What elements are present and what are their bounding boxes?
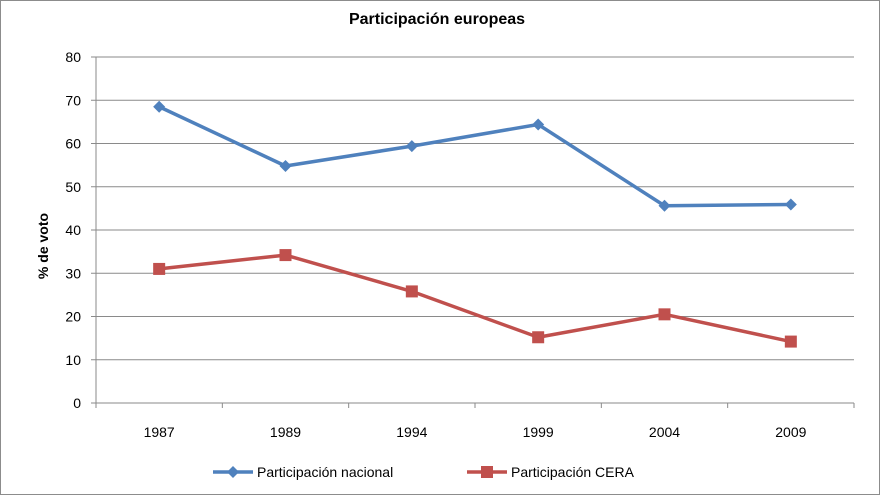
- legend: Participación nacional Participación CERA: [213, 464, 635, 480]
- series-layer: [153, 100, 797, 348]
- y-axis-label: % de voto: [35, 213, 51, 279]
- y-tick-label: 60: [65, 136, 81, 152]
- x-tick-label: 2004: [649, 424, 680, 440]
- legend-label: Participación CERA: [511, 464, 635, 480]
- series-line: [158, 105, 791, 208]
- series-participacion-nacional: [153, 100, 797, 212]
- y-tick-label: 40: [65, 222, 81, 238]
- x-tick-label: 2009: [775, 424, 806, 440]
- y-tick-label: 80: [65, 49, 81, 65]
- data-point-marker: [658, 199, 671, 212]
- y-tick-label: 30: [65, 265, 81, 281]
- chart-title: Participación europeas: [349, 11, 525, 28]
- x-tick-label: 1987: [144, 424, 175, 440]
- y-tick-label: 20: [65, 309, 81, 325]
- y-tick-label: 70: [65, 92, 81, 108]
- series-line: [158, 253, 792, 344]
- x-tick-label: 1999: [523, 424, 554, 440]
- data-point-marker: [784, 198, 797, 211]
- legend-marker: [227, 466, 239, 478]
- data-point-marker: [784, 335, 797, 348]
- legend-label: Participación nacional: [257, 464, 393, 480]
- y-tick-label: 0: [73, 395, 81, 411]
- y-tick-label: 50: [65, 179, 81, 195]
- data-point-marker: [153, 262, 166, 275]
- data-point-marker: [405, 285, 418, 298]
- data-point-marker: [153, 100, 166, 113]
- x-tick-label: 1994: [396, 424, 427, 440]
- data-point-marker: [279, 159, 292, 172]
- data-point-marker: [405, 140, 418, 153]
- grid-layer: [91, 56, 855, 408]
- legend-item: Participación nacional: [213, 464, 393, 480]
- y-tick-label: 10: [65, 352, 81, 368]
- data-point-marker: [532, 331, 545, 344]
- legend-marker: [481, 466, 493, 478]
- x-axis-ticks: 1987 1989 1994 1999 2004 2009: [144, 424, 807, 440]
- data-point-marker: [658, 308, 671, 321]
- series-participacion-cera: [153, 249, 797, 348]
- legend-item: Participación CERA: [467, 464, 635, 480]
- data-point-marker: [532, 118, 545, 131]
- x-tick-label: 1989: [270, 424, 301, 440]
- y-axis-ticks: 0 10 20 30 40 50 60 70 80: [65, 49, 81, 411]
- data-point-marker: [279, 249, 292, 262]
